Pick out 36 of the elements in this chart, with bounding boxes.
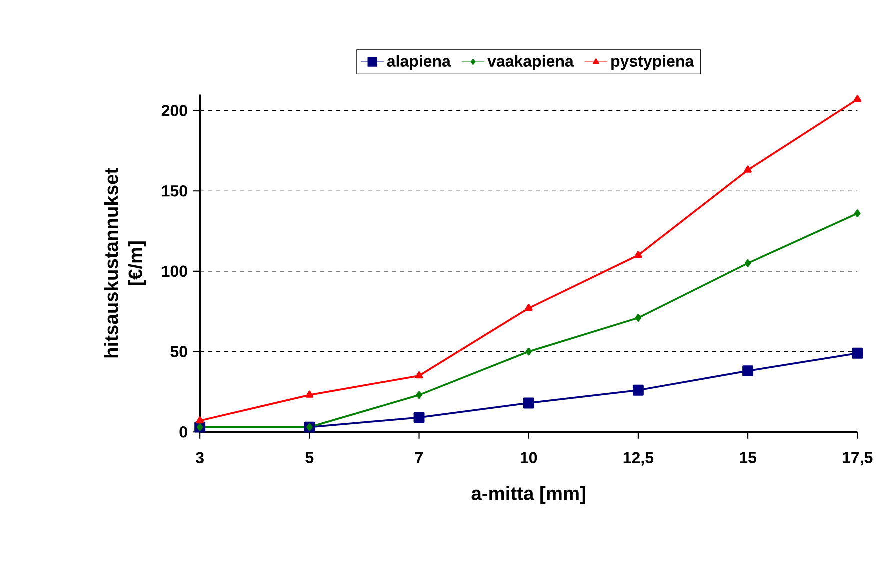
point	[306, 391, 314, 398]
point	[744, 166, 752, 174]
point	[196, 424, 204, 432]
x-tick-label: 7	[416, 452, 424, 464]
point	[306, 424, 313, 432]
point	[744, 260, 752, 268]
point	[416, 392, 422, 400]
x-tick-label: 3	[196, 452, 204, 464]
legend-label: alapiena	[387, 55, 452, 70]
y-tick-label: 200	[162, 105, 188, 117]
point	[742, 366, 754, 377]
point	[523, 398, 534, 409]
point	[415, 372, 424, 379]
point	[854, 95, 862, 102]
x-tick-label: 12,5	[624, 452, 654, 466]
point	[634, 251, 642, 258]
point	[414, 412, 425, 424]
point	[852, 348, 864, 360]
point	[524, 304, 533, 312]
point	[526, 348, 532, 356]
legend-label: pystypiena	[612, 55, 694, 70]
point	[196, 416, 204, 424]
point	[635, 314, 642, 322]
point	[632, 385, 644, 396]
x-tick-label: 15	[740, 452, 756, 464]
y-tick-label: 100	[162, 266, 188, 278]
y-tick-label: 0	[180, 426, 188, 438]
y-tick-label: 50	[170, 346, 188, 358]
legend-label: vaakapiena	[488, 55, 574, 70]
x-tick-label: 17,5	[843, 452, 873, 466]
x-tick-label: 5	[306, 452, 314, 464]
point	[854, 210, 861, 218]
y-tick-label: 150	[162, 186, 188, 197]
x-axis-title: a-mitta [mm]	[472, 486, 586, 504]
x-tick-label: 10	[520, 452, 538, 464]
y-axis-title: hitsauskustannukset [€/m]	[104, 168, 146, 358]
